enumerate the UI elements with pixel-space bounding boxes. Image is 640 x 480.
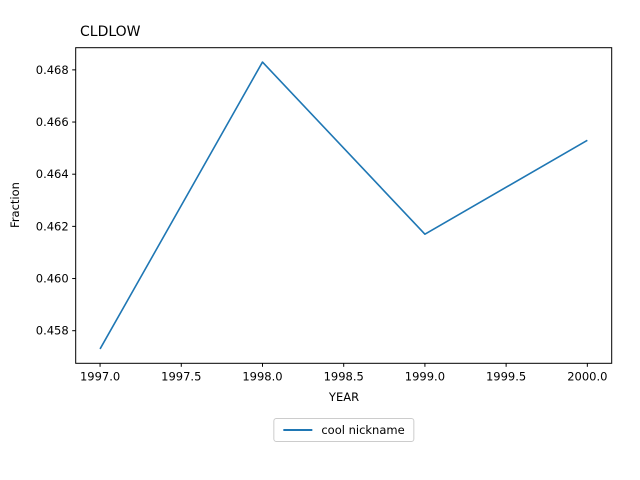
axes-frame [75,47,613,364]
data-line [99,61,588,350]
x-tick-label: 1998.0 [242,369,282,383]
legend-label: cool nickname [321,423,405,437]
y-tick-label: 0.458 [36,324,69,338]
x-tick-label: 1999.0 [405,369,445,383]
x-tick-label: 1997.0 [80,369,120,383]
y-tick-label: 0.468 [36,63,69,77]
x-tick-label: 1997.5 [161,369,201,383]
y-tick-label: 0.466 [36,115,69,129]
y-axis-label: Fraction [8,182,22,228]
y-tick-label: 0.464 [36,167,69,181]
y-tick-label: 0.460 [36,272,69,286]
x-tick-label: 1998.5 [324,369,364,383]
y-tick-label: 0.462 [36,219,69,233]
x-tick-label: 1999.5 [486,369,526,383]
x-axis-label: YEAR [328,390,360,404]
legend-line-sample [283,429,313,431]
legend: cool nickname [273,418,415,442]
chart-title: CLDLOW [80,24,141,40]
x-tick-label: 2000.0 [567,369,607,383]
